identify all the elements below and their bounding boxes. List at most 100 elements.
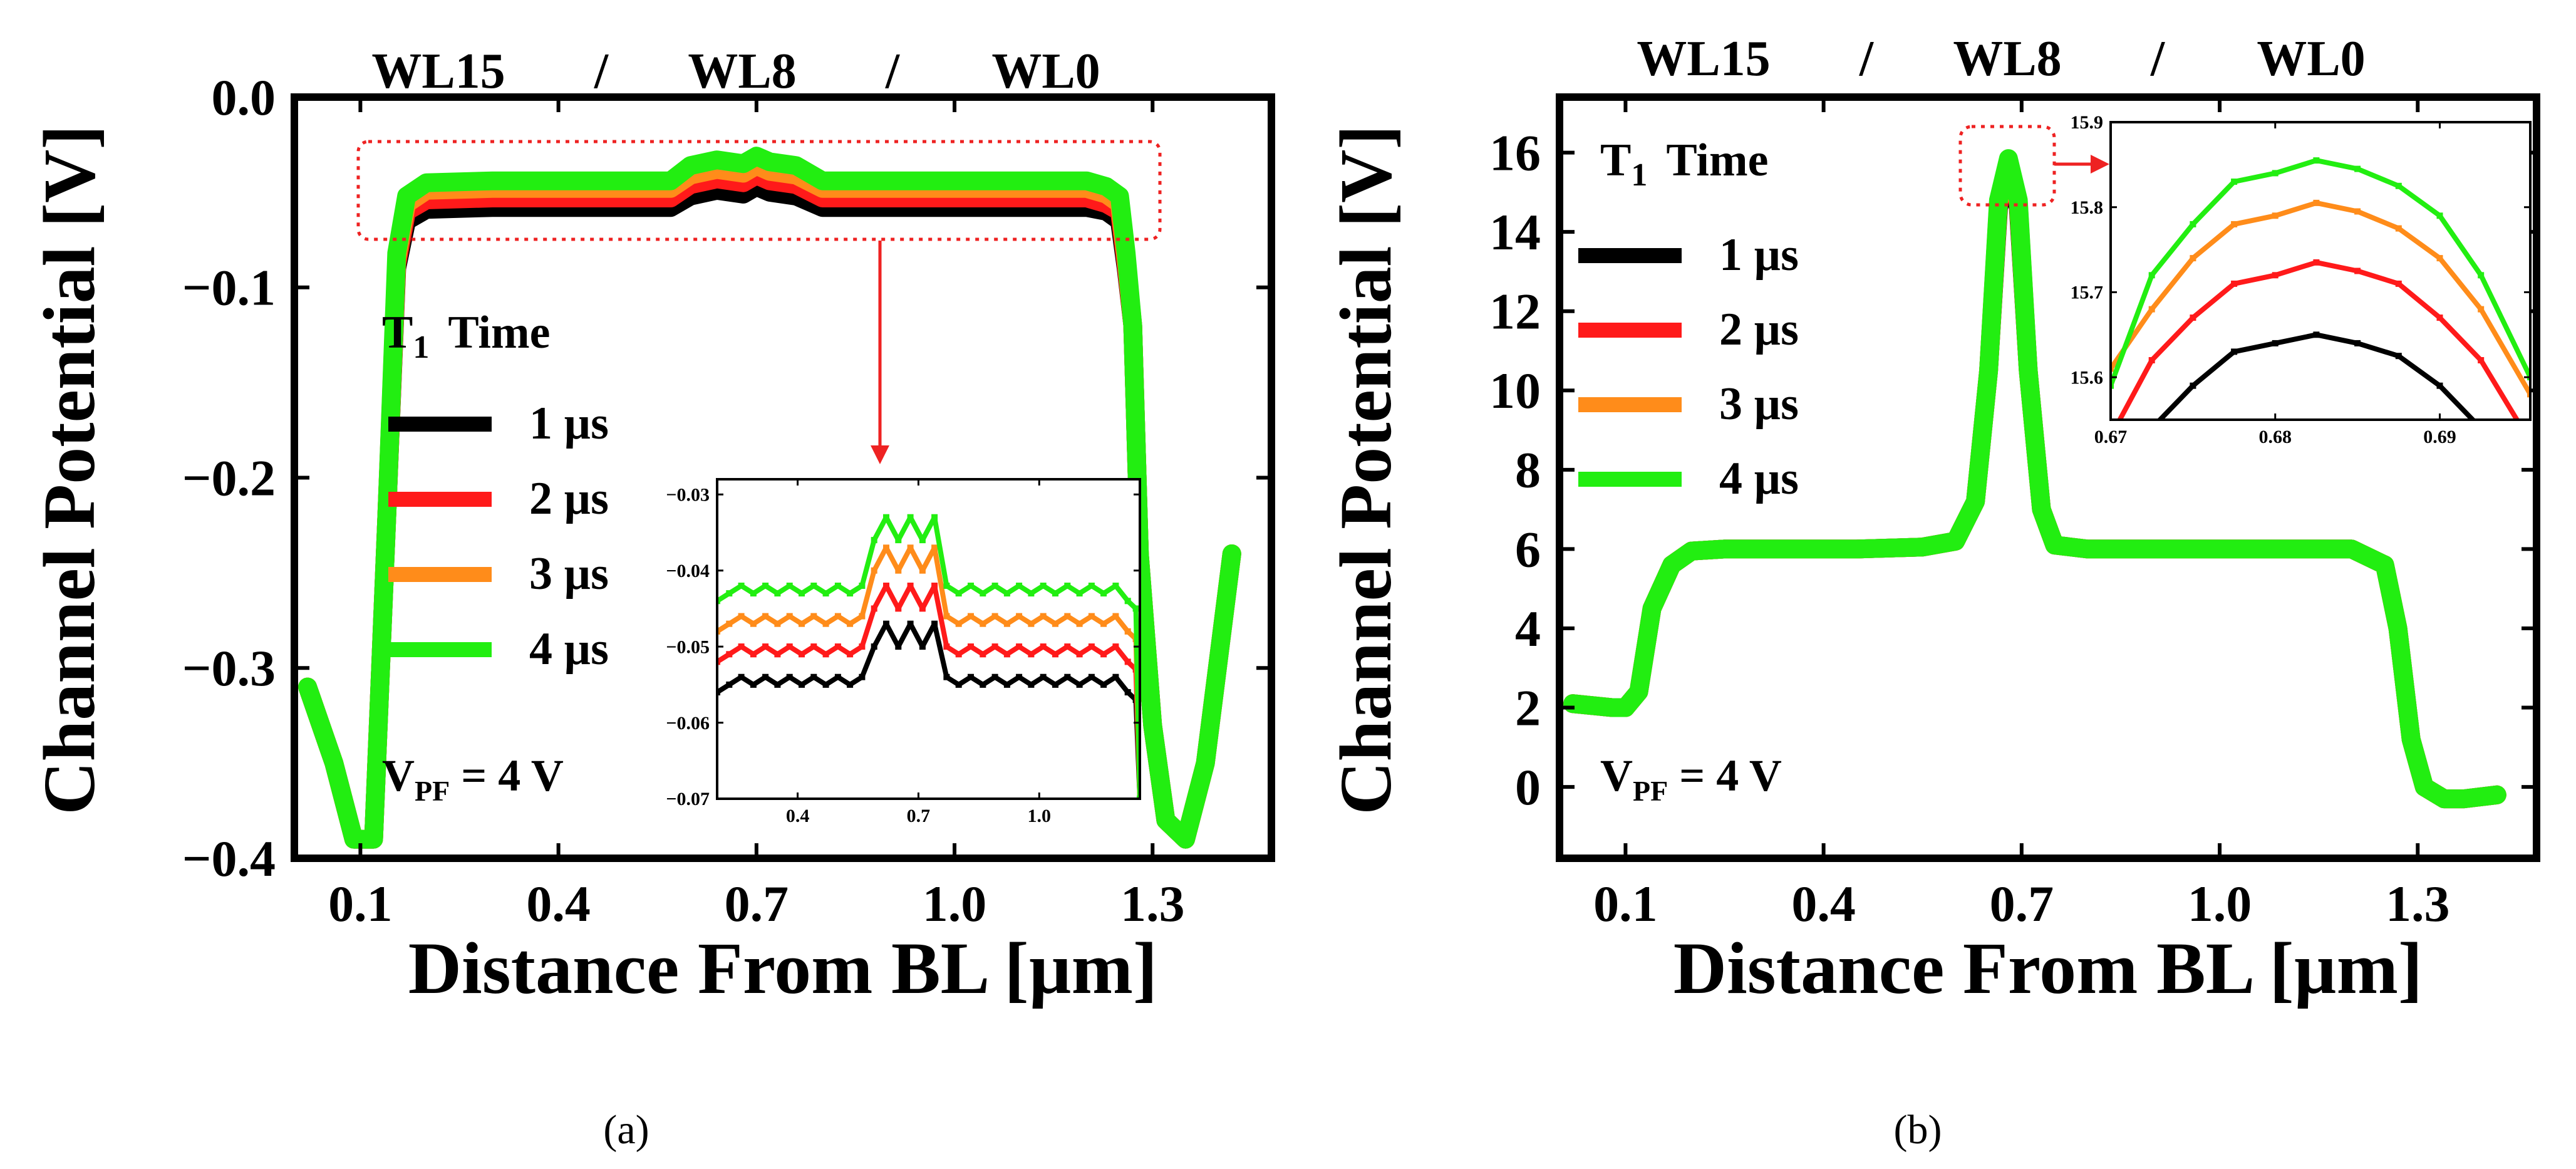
data-point-3s — [2436, 255, 2443, 262]
data-point-1s — [1076, 681, 1083, 688]
wordline-label-wl0: WL0 — [2257, 31, 2365, 86]
data-point-1s — [762, 673, 769, 680]
data-point-3s — [1064, 613, 1071, 620]
data-point-2s — [943, 643, 950, 650]
data-point-2s — [2313, 259, 2320, 266]
y-ticks-a: −0.4 −0.3 −0.2 −0.1 0.0 — [182, 69, 1271, 887]
data-point-1s — [2132, 459, 2138, 465]
x-ticks-b: 0.1 0.4 0.7 1.0 1.3 — [1593, 97, 2450, 932]
data-point-2s — [919, 605, 926, 612]
data-point-1s — [1124, 689, 1131, 695]
x-tick-label: 0.67 — [2094, 427, 2128, 447]
data-point-2s — [1088, 643, 1095, 650]
data-point-4s — [762, 583, 769, 589]
data-point-4s — [1028, 590, 1035, 597]
data-point-3s — [2272, 212, 2279, 219]
data-point-3s — [1040, 613, 1047, 620]
data-point-3s — [1112, 613, 1119, 620]
data-point-2s — [968, 643, 974, 650]
data-point-4s — [822, 590, 829, 597]
data-point-3s — [2190, 255, 2196, 262]
data-point-1s — [2395, 353, 2402, 360]
data-point-3s — [1028, 620, 1035, 627]
inset-series-group-a — [717, 514, 1140, 799]
data-point-3s — [895, 567, 902, 574]
legend-label-4us: 4 µs — [529, 623, 609, 675]
data-point-3s — [968, 613, 974, 620]
data-point-2s — [1052, 651, 1058, 658]
data-point-1s — [726, 681, 733, 688]
data-point-1s — [943, 673, 950, 680]
wordline-labels-a: WL15 / WL8 / WL0 — [371, 44, 1100, 99]
inset-x-ticks-a: 0.4 0.7 1.0 — [786, 479, 1051, 826]
data-point-1s — [1100, 681, 1107, 688]
data-point-4s — [955, 590, 962, 597]
y-tick-label: 15.8 — [2071, 197, 2104, 218]
data-point-4s — [717, 598, 720, 605]
legend-label-2us: 2 µs — [529, 473, 609, 524]
wordline-label-wl15: WL15 — [371, 44, 505, 99]
wordline-separator: / — [2150, 31, 2166, 86]
x-tick-label: 0.4 — [786, 806, 810, 826]
caption-a: (a) — [603, 1107, 649, 1153]
legend-label-4us: 4 µs — [1719, 453, 1799, 504]
data-point-1s — [2511, 459, 2517, 465]
data-point-1s — [883, 620, 889, 627]
data-point-4s — [1064, 583, 1071, 589]
data-point-3s — [980, 620, 986, 627]
data-point-2s — [955, 651, 962, 658]
data-point-2s — [2436, 314, 2443, 321]
data-point-2s — [726, 651, 733, 658]
data-point-2s — [980, 651, 986, 658]
y-ticks-b: 0 2 4 6 8 10 12 14 16 — [1489, 124, 2537, 816]
data-point-1s — [810, 673, 817, 680]
data-point-4s — [2313, 157, 2320, 164]
x-tick-label: 0.7 — [725, 875, 789, 932]
data-point-4s — [859, 583, 866, 589]
data-point-3s — [919, 567, 926, 574]
data-point-2s — [2272, 272, 2279, 279]
y-tick-label: 0 — [1515, 759, 1541, 816]
data-point-1s — [786, 673, 793, 680]
inset-series-group-b — [2111, 157, 2530, 465]
data-point-1s — [834, 673, 841, 680]
legend-label-3us: 3 µs — [1719, 378, 1799, 430]
data-point-3s — [871, 567, 877, 574]
x-tick-label: 0.1 — [1593, 875, 1658, 932]
data-point-4s — [931, 514, 938, 521]
data-point-4s — [847, 590, 854, 597]
y-tick-label: −0.04 — [666, 561, 710, 581]
data-point-3s — [726, 620, 733, 627]
data-point-4s — [991, 583, 998, 589]
data-point-1s — [738, 673, 745, 680]
y-tick-label: 0.0 — [212, 69, 276, 126]
data-point-2s — [1076, 651, 1083, 658]
data-point-4s — [1088, 583, 1095, 589]
x-tick-label: 0.1 — [328, 875, 393, 932]
series-group-b — [1563, 149, 2506, 809]
data-point-4s — [726, 590, 733, 597]
x-tick-label: 0.7 — [1990, 875, 2054, 932]
panel-b: WL15 / WL8 / WL0 0 2 4 6 8 10 12 14 16 0.1 0.4 0.7… — [1325, 31, 2540, 1153]
data-point-4s — [2478, 272, 2485, 279]
legend-a: T1 Time 1 µs 2 µs 3 µs 4 µs — [382, 307, 609, 675]
data-point-1s — [1064, 673, 1071, 680]
y-tick-label: −0.05 — [666, 636, 710, 657]
legend-label-1us: 1 µs — [529, 398, 609, 449]
x-tick-label: 1.0 — [1028, 806, 1052, 826]
data-point-4s — [1052, 590, 1058, 597]
data-point-2s — [1064, 643, 1071, 650]
zoom-region-box-b — [1958, 125, 2056, 207]
legend-title-b: T1 Time — [1600, 135, 1768, 193]
data-point-2s — [1028, 651, 1035, 658]
data-point-3s — [1088, 613, 1095, 620]
data-point-1s — [2354, 340, 2361, 346]
data-point-2s — [738, 643, 745, 650]
data-point-4s — [883, 514, 889, 521]
inset-background-b — [2111, 122, 2530, 420]
data-point-1s — [991, 673, 998, 680]
data-point-2s — [2231, 280, 2238, 287]
data-point-1s — [907, 620, 914, 627]
data-point-4s — [1016, 583, 1023, 589]
